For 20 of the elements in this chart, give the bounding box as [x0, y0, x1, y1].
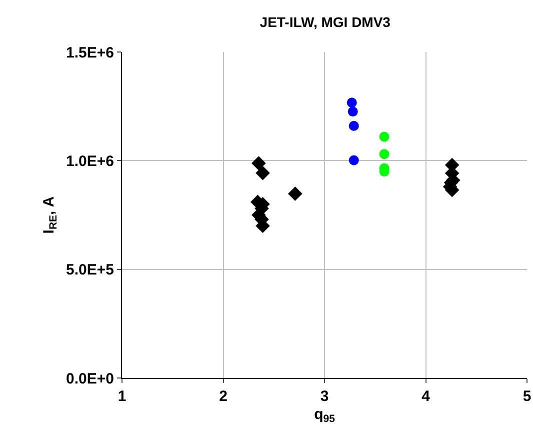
x-tick-label: 4 — [422, 388, 431, 405]
point — [346, 98, 357, 108]
x-tick-label: 3 — [320, 388, 329, 405]
y-tick-label: 5.0E+5 — [66, 262, 114, 279]
point — [348, 155, 359, 166]
point — [256, 166, 270, 180]
x-tick-label: 2 — [219, 388, 228, 405]
point — [348, 120, 359, 131]
y-tick-label: 1.5E+6 — [66, 44, 114, 62]
chart-title: JET-ILW, MGI DMV3 — [260, 14, 391, 30]
point — [252, 156, 266, 170]
point — [379, 149, 390, 160]
point — [288, 186, 302, 201]
point — [379, 132, 390, 142]
x-axis-title: q$_{95}$ — [314, 406, 336, 426]
y-tick-label: 1.0E+6 — [66, 152, 114, 170]
point — [348, 106, 358, 117]
x-tick-label: 1 — [118, 388, 126, 405]
x-tick-label: 5 — [522, 388, 532, 405]
y-tick-label: 0.0E+0 — [66, 370, 114, 388]
